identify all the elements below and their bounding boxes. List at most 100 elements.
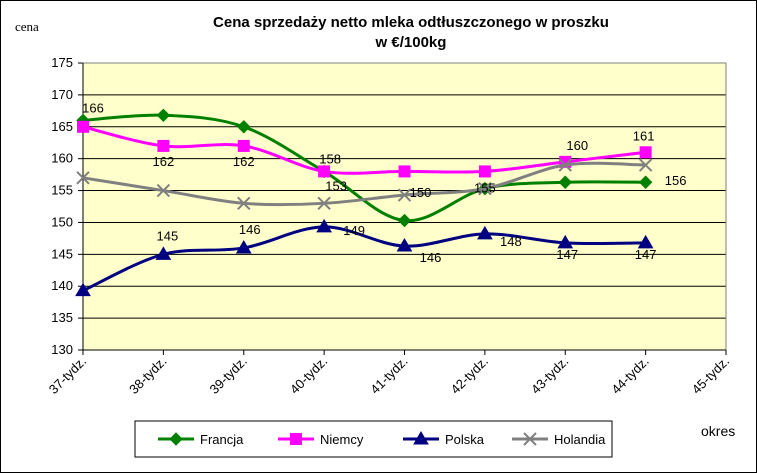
x-tick-label-1: 38-tydz. [126,354,169,397]
marker-holandia-0 [76,171,90,185]
marker-holandia-7-stroke-b [638,158,653,172]
marker-polska-6 [557,234,574,249]
y-tick-label-160: 160 [51,151,73,166]
marker-niemcy-5 [478,165,491,178]
y-tick-labels: 130 135 140 145 150 155 160 165 170 175 [51,55,73,357]
plot-area [83,63,726,350]
x-tick-labels: 37-tydz. 38-tydz. 39-tydz. 40-tydz. 41-tydz.… [46,354,732,397]
series-holandia [76,158,653,211]
series-polska [75,218,654,297]
marker-holandia-2-stroke-b [237,196,251,211]
legend-label-francja: Francja [200,432,244,447]
y-tick-label-145: 145 [51,246,73,261]
data-label-holandia-5: 155 [474,181,496,196]
series-lines [75,108,654,297]
data-label-francja-0: 166 [82,100,104,115]
marker-holandia-5-stroke-b [478,181,492,196]
data-label-niemcy-7: 161 [633,128,655,143]
series-line-polska [82,225,646,293]
y-tick-label-170: 170 [51,87,73,102]
data-label-polska-5: 148 [500,234,522,249]
marker-holandia-6 [558,158,572,172]
y-tick-label-130: 130 [51,342,73,357]
marker-polska-5 [477,225,493,240]
data-label-polska-1: 145 [157,228,179,243]
y-tick-label-155: 155 [51,183,73,198]
x-tick-label-3: 40-tydz. [287,354,330,397]
data-label-holandia-3: 153 [325,178,347,193]
series-niemcy [77,120,652,178]
x-axis-label: okres [701,423,735,439]
marker-polska-3 [316,218,332,233]
marker-holandia-4-stroke-b [397,188,412,202]
marker-francja-7 [638,175,653,189]
y-tick-label-150: 150 [51,214,73,229]
legend-item-holandia: Holandia [512,432,606,447]
data-label-polska-2: 146 [239,222,261,237]
legend-items: Francja Niemcy Polska Holandia [158,431,606,447]
marker-francja-2 [237,120,251,134]
x-tick-label-2: 39-tydz. [207,354,250,397]
chart-title-line2: w €/100kg [375,34,447,51]
marker-holandia-3-stroke-b [317,196,331,211]
data-label-niemcy-3: 158 [319,151,341,166]
marker-holandia-1 [156,183,171,198]
data-label-niemcy-1: 162 [153,154,175,169]
marker-holandia-3 [317,196,331,211]
marker-niemcy-7 [639,146,652,159]
data-label-niemcy-6: 160 [566,138,588,153]
x-tick-label-7: 44-tydz. [608,354,651,397]
data-label-polska-7: 147 [635,247,657,262]
legend-label-holandia: Holandia [554,432,606,447]
marker-polska-0 [75,282,91,297]
y-tick-label-165: 165 [51,119,73,134]
legend-label-polska: Polska [445,432,485,447]
marker-niemcy-3 [318,165,331,178]
y-tick-label-135: 135 [51,310,73,325]
legend-item-francja: Francja [158,432,244,447]
legend-item-polska: Polska [403,431,485,447]
marker-niemcy-0 [77,120,89,133]
series-line-holandia [82,161,646,207]
x-tick-label-0: 37-tydz. [46,354,89,397]
x-tick-label-5: 42-tydz. [448,354,491,397]
legend-swatch-marker-polska [413,431,429,445]
data-label-polska-4: 146 [420,250,442,265]
marker-francja-6 [558,175,572,189]
marker-holandia-4 [397,188,412,202]
legend-swatch-marker-niemcy [290,433,302,445]
marker-holandia-6-stroke-b [558,158,572,172]
marker-francja-4 [397,213,412,228]
data-label-holandia-7: 156 [665,173,687,188]
marker-polska-7 [637,234,654,249]
marker-niemcy-2 [237,139,250,152]
marker-holandia-1-stroke-b [156,183,171,198]
data-label-polska-3: 149 [343,223,365,238]
marker-niemcy-1 [157,139,170,152]
x-tick-label-6: 43-tydz. [528,354,571,397]
y-tick-label-140: 140 [51,278,73,293]
legend-label-niemcy: Niemcy [320,432,364,447]
marker-holandia-2 [237,196,251,211]
marker-polska-1 [155,246,172,260]
marker-holandia-7 [638,158,653,172]
y-tick-label-175: 175 [51,55,73,70]
marker-niemcy-6 [559,155,572,168]
marker-polska-4 [396,238,413,252]
marker-holandia-0-stroke-b [76,171,90,185]
legend-swatch-marker-holandia [523,432,537,446]
marker-holandia-5 [478,181,492,196]
chart-title-line1: Cena sprzedaży netto mleka odtłuszczoneg… [213,14,609,31]
data-label-holandia-4: 150 [410,185,432,200]
legend-swatch-marker-francja [169,432,183,446]
marker-niemcy-4 [398,165,411,178]
marker-polska-2 [235,239,252,254]
data-labels: 166 162 162 158 160 161 145 146 149 146 148 147 147 1… [82,100,686,265]
data-label-niemcy-2: 162 [233,154,255,169]
y-axis-label: cena [15,19,39,34]
x-tick-label-8: 45-tydz. [689,354,732,397]
data-label-polska-6: 147 [556,247,578,262]
legend-item-niemcy: Niemcy [278,432,364,447]
